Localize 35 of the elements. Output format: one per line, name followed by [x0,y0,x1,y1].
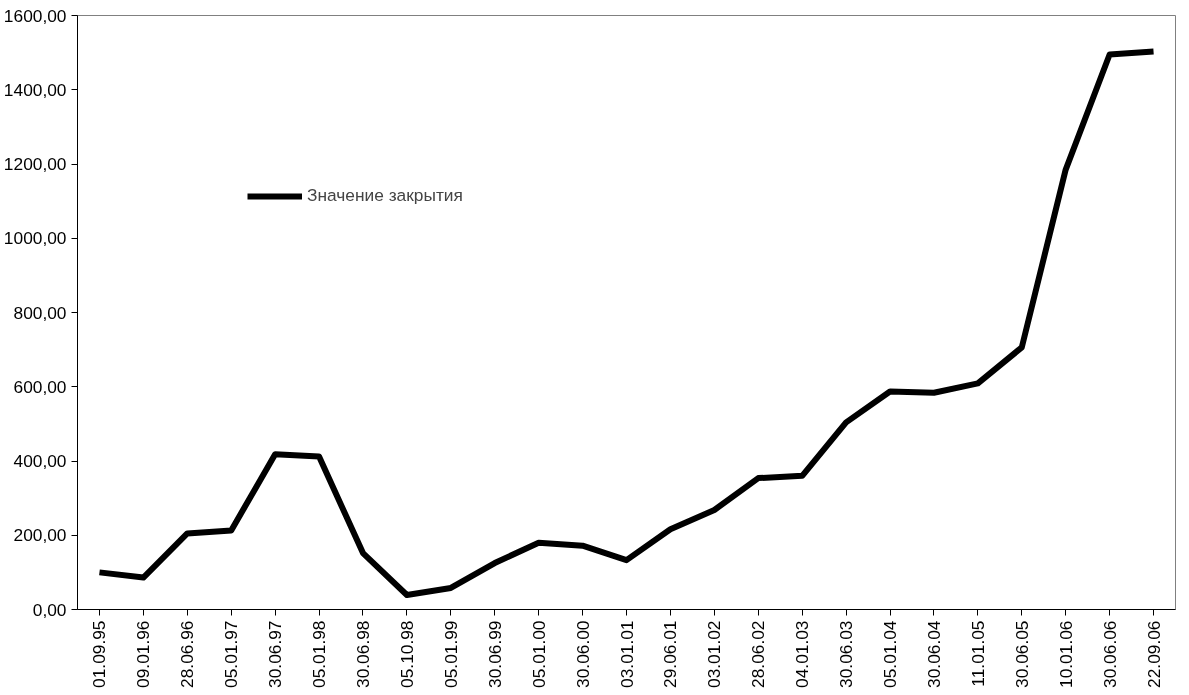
x-tick-label: 22.09.06 [1143,620,1164,688]
x-tick-label: 05.01.00 [528,620,549,688]
x-tick-label: 30.06.00 [572,620,593,688]
x-tick-label: 01.09.95 [89,620,110,688]
x-tick-label: 30.06.04 [923,620,944,688]
x-tick-label: 04.01.03 [792,620,813,688]
x-tick-label: 30.06.03 [836,620,857,688]
y-tick-label: 1000,00 [3,228,67,249]
x-tick-label: 28.06.02 [748,620,769,688]
y-tick-label: 400,00 [13,451,67,471]
x-tick-label: 09.01.96 [133,620,154,688]
x-tick-label: 30.06.05 [1011,620,1032,688]
y-tick-label: 600,00 [13,376,67,397]
x-tick-label: 30.06.97 [265,620,286,688]
x-tick-label: 05.01.98 [309,620,330,688]
x-tick-label: 28.06.96 [177,620,198,688]
y-tick-label: 800,00 [13,302,67,323]
x-tick-label: 29.06.01 [660,620,681,688]
x-tick-label: 30.06.06 [1099,620,1120,688]
x-tick-label: 05.01.97 [221,620,242,688]
x-tick-label: 30.06.99 [484,620,505,688]
x-tick-label: 03.01.02 [704,620,725,688]
y-tick-label: 1600,00 [3,5,67,26]
x-tick-label: 10.01.06 [1055,620,1076,688]
legend-label: Значение закрытия [307,185,463,206]
x-tick-label: 05.10.98 [396,620,417,688]
y-tick-label: 200,00 [13,525,67,546]
x-tick-label: 11.01.05 [967,620,988,687]
x-tick-label: 05.01.99 [440,620,461,688]
y-tick-label: 1200,00 [3,154,67,174]
x-tick-label: 30.06.98 [352,620,373,688]
x-tick-label: 05.01.04 [880,620,901,688]
x-tick-label: 03.01.01 [616,620,637,688]
y-tick-label: 1400,00 [3,79,67,100]
y-tick-label: 0,00 [32,599,67,620]
